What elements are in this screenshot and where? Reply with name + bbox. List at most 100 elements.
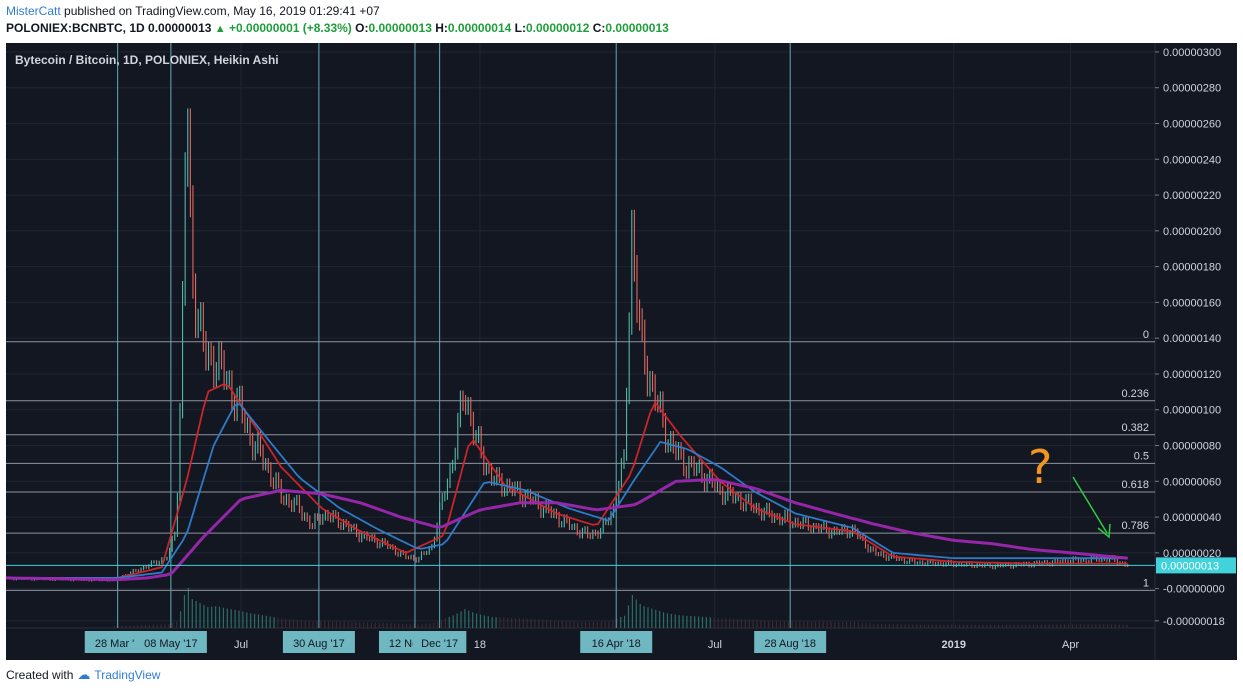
volume-bar — [655, 609, 657, 628]
volume-bar — [733, 618, 735, 628]
volume-bar — [588, 622, 591, 628]
volume-bar — [156, 624, 158, 628]
volume-bar — [335, 620, 337, 628]
volume-bar — [511, 618, 513, 628]
volume-bar — [553, 620, 556, 628]
fib-level-label: 0.236 — [1121, 388, 1149, 400]
y-tick-label: 0.00000120 — [1163, 369, 1221, 381]
volume-bar — [697, 616, 700, 628]
volume-bar — [939, 624, 941, 628]
volume-bar — [265, 615, 267, 628]
volume-bar — [1064, 624, 1066, 628]
volume-bar — [507, 617, 509, 628]
volume-bar — [1036, 624, 1039, 628]
open-value: 0.00000013 — [368, 21, 432, 35]
volume-bar — [600, 621, 602, 628]
volume-bar — [425, 623, 427, 628]
volume-bar — [662, 612, 665, 628]
volume-bar — [791, 620, 793, 628]
volume-bar — [799, 621, 801, 628]
price-axis-panel[interactable] — [1155, 43, 1237, 660]
volume-bar — [534, 619, 536, 628]
volume-bar — [452, 615, 454, 628]
vertical-markers — [117, 43, 791, 628]
volume-bar — [211, 606, 213, 628]
marker-date-label: 28 Mar '1 — [95, 638, 141, 650]
volume-bar — [581, 621, 583, 628]
volume-bar — [943, 624, 945, 628]
volume-bar — [203, 605, 205, 628]
volume-bar — [557, 620, 559, 628]
volume-bar — [846, 621, 848, 628]
volume-bar — [1025, 624, 1027, 628]
volume-bar — [277, 617, 279, 628]
y-tick-label: 0.00000240 — [1163, 154, 1221, 166]
volume-bar — [176, 621, 178, 628]
volume-bar — [187, 588, 189, 628]
volume-bar — [1021, 624, 1023, 628]
x-axis: Jul 18 Jul 2019 Apr 28 Mar '1 08 May '17 30 Aug… — [84, 631, 1080, 653]
volume-bar — [479, 614, 482, 628]
tradingview-brand-link[interactable]: TradingView — [94, 668, 161, 682]
volume-bar — [904, 624, 906, 628]
volume-bar — [183, 595, 186, 628]
up-triangle-icon: ▲ — [214, 23, 226, 35]
volume-bar — [896, 624, 898, 628]
volume-bar — [518, 618, 521, 628]
volume-bar — [810, 621, 813, 628]
volume-bar — [546, 619, 548, 628]
current-price-label: 0.00000013 — [1161, 560, 1219, 572]
y-tick-label: -0.00000018 — [1163, 616, 1225, 628]
volume-bar — [775, 620, 778, 628]
fib-level-label: 1 — [1143, 577, 1149, 589]
volume-bar — [261, 615, 263, 628]
volume-bar — [970, 624, 972, 628]
volume-bar — [1079, 624, 1081, 628]
volume-bar — [172, 622, 174, 628]
volume-bar — [234, 609, 236, 628]
volume-bar — [1017, 624, 1019, 628]
volume-bar — [826, 621, 828, 628]
volume-bar — [343, 621, 345, 628]
volume-bar — [861, 622, 863, 628]
volume-bar — [503, 617, 505, 628]
volume-bar — [1052, 624, 1054, 628]
volume-bar — [709, 617, 711, 628]
author-link[interactable]: MisterCatt — [6, 4, 61, 18]
marker-date-label: 28 Aug '18 — [764, 638, 816, 650]
marker-date-label: 16 Apr '18 — [592, 638, 641, 650]
volume-bar — [222, 607, 225, 628]
created-with-text: Created with — [6, 668, 74, 682]
volume-bar — [592, 622, 595, 628]
volume-bar — [475, 613, 478, 628]
volume-bar — [444, 618, 447, 628]
volume-bar — [577, 621, 579, 628]
volume-bar — [440, 619, 443, 628]
volume-bar — [596, 621, 598, 628]
volume-bar — [530, 618, 532, 628]
volume-bar — [164, 624, 166, 628]
volume-bar — [612, 620, 614, 628]
volume-bar — [585, 622, 587, 628]
volume-bar — [935, 624, 937, 628]
volume-bar — [748, 619, 750, 628]
volume-bar — [355, 621, 357, 628]
volume-bar — [487, 616, 489, 628]
volume-bar — [230, 609, 232, 628]
volume-bar — [542, 619, 544, 628]
volume-bar — [725, 618, 727, 628]
volume-bar — [339, 620, 341, 628]
volume-bar — [962, 624, 965, 628]
volume-bar — [807, 621, 809, 628]
volume-bar — [401, 623, 404, 628]
volume-bar — [920, 624, 922, 628]
volume-bar — [1126, 624, 1128, 628]
volume-bar — [974, 624, 976, 628]
trend-arrow-icon — [1072, 476, 1108, 534]
volume-bar — [842, 621, 844, 628]
volume-bar — [1032, 624, 1035, 628]
volume-bar — [292, 619, 295, 628]
volume-bar — [740, 619, 743, 628]
volume-bar — [312, 621, 314, 628]
